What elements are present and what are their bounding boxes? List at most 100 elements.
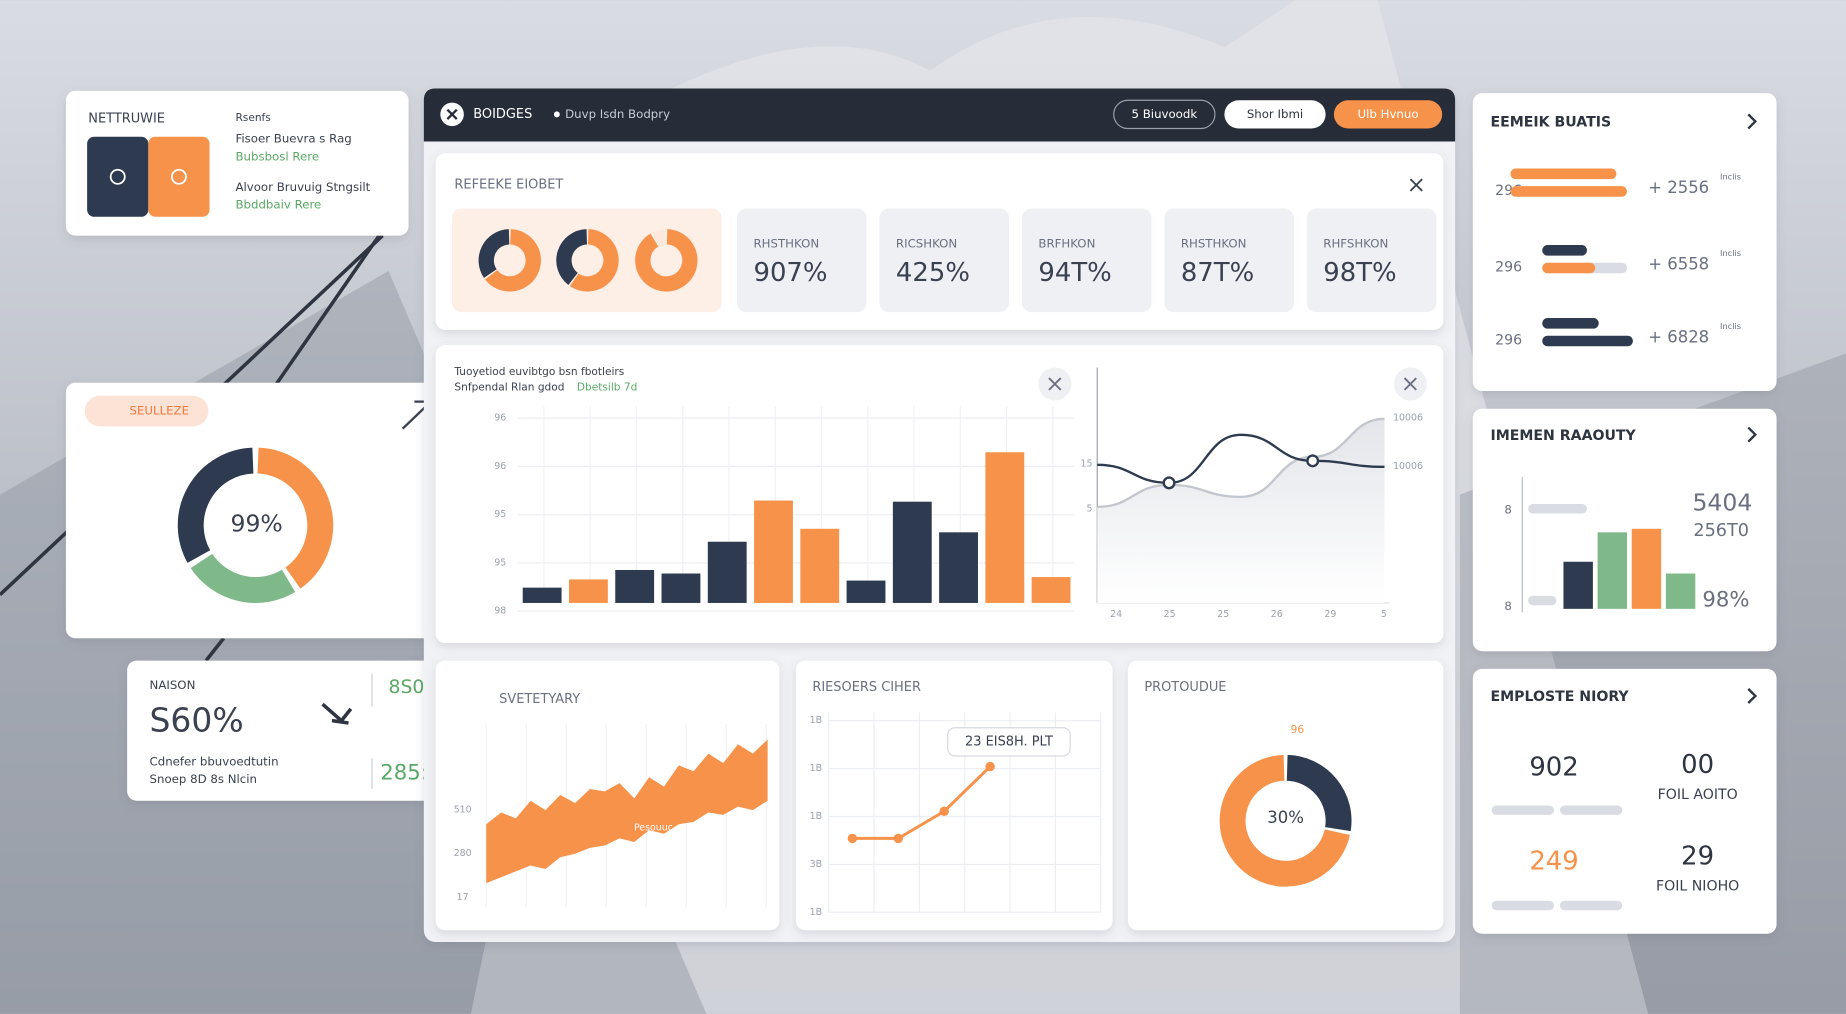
annotation-box	[947, 727, 1071, 757]
header-button[interactable]	[1113, 99, 1216, 130]
y-tick-label: 96	[494, 413, 506, 424]
button-label: 5 Biuvoodk	[1132, 107, 1198, 121]
line-marker	[1306, 454, 1320, 468]
metric-label: FOIL AOITO	[1658, 787, 1738, 803]
placeholder-bar	[1491, 805, 1555, 815]
row-value: + 6558	[1648, 255, 1709, 274]
x-tick-label: 26	[1271, 609, 1283, 620]
metric-value: 29	[1681, 842, 1714, 872]
bar	[800, 528, 840, 603]
donut-segment	[1219, 754, 1350, 887]
tile-value: 907%	[753, 258, 827, 288]
y-tick-label: 5	[1087, 503, 1093, 514]
gauge-value: 99%	[230, 510, 282, 538]
card	[65, 382, 455, 639]
card	[1472, 668, 1777, 934]
y-tick-label: 95	[494, 557, 506, 568]
y-tick-label: 1B	[810, 907, 822, 918]
donut-segment	[478, 229, 510, 278]
tile-value: 425%	[896, 258, 970, 288]
tile-label: RHSTHKON	[753, 236, 819, 250]
trend-marker	[893, 833, 903, 844]
card	[795, 660, 1113, 931]
row-unit: Inclis	[1720, 171, 1741, 181]
card	[1127, 660, 1444, 931]
metric-value: 249	[1529, 846, 1578, 876]
trend-marker	[847, 833, 858, 844]
stat-value: S60%	[150, 700, 244, 739]
y-tick-label: 15	[1081, 459, 1093, 470]
bar	[707, 541, 747, 603]
metric: 5404	[1692, 489, 1752, 517]
tile-value: 87T%	[1181, 258, 1254, 288]
y-tick-label: 98	[494, 606, 506, 617]
header-button[interactable]	[1333, 100, 1443, 129]
right-label: 10006	[1393, 413, 1423, 424]
tile-value: 94T%	[1038, 258, 1111, 288]
x-tick-label: 5	[1381, 609, 1387, 620]
metric-value: 00	[1681, 750, 1714, 780]
bar	[661, 573, 701, 603]
h-bar	[1510, 186, 1628, 197]
stat-tile	[1306, 208, 1437, 313]
card	[1472, 408, 1777, 652]
card-title: NETTRUWIE	[88, 112, 165, 127]
item-label: Fisoer Buevra s Rag	[235, 132, 351, 146]
donut-segment	[177, 447, 254, 563]
card-title: EMPLOSTE NIORY	[1490, 689, 1629, 705]
row-value: + 2556	[1648, 178, 1709, 197]
button-label: Shor Ibmi	[1247, 107, 1303, 121]
x-tick-label: 24	[1110, 609, 1122, 620]
stat-line: Cdnefer bbuvoedtutin	[150, 754, 279, 768]
y-tick-label: 1B	[810, 811, 822, 822]
item-status: Bubsbosl Rere	[235, 149, 319, 163]
icon	[109, 168, 126, 185]
chart-title: RIESOERS CIHER	[812, 680, 921, 695]
metric-value: 902	[1529, 752, 1578, 782]
metric-label: FOIL NIOHO	[1656, 879, 1739, 895]
item-status: Bbddbaiv Rere	[235, 198, 321, 212]
donut-segment	[257, 447, 334, 589]
bar	[1665, 573, 1696, 609]
chevron	[1747, 688, 1758, 704]
tile-value: 98T%	[1323, 258, 1396, 288]
annotation: 23 EIS8H. PLT	[965, 734, 1053, 749]
stat-tile	[736, 208, 867, 313]
row-value: + 6828	[1648, 328, 1709, 347]
header-button[interactable]	[1224, 100, 1326, 129]
y-tick-label: 1B	[810, 715, 822, 726]
y-tick-label: 510	[454, 805, 472, 816]
row-unit: Inclis	[1720, 248, 1741, 258]
chart-title: SVETETYARY	[499, 692, 580, 707]
chart-note: Dbetsilb 7d	[577, 382, 637, 394]
close-icon	[1409, 178, 1423, 192]
bar	[522, 587, 562, 603]
tile-label: BRFHKON	[1038, 236, 1095, 250]
axis-label: 8	[1504, 502, 1512, 516]
y-tick-label: 96	[494, 461, 506, 472]
trend-marker	[939, 806, 949, 817]
chart-title: Tuoyetiod euvibtgo bsn fbotleirs	[453, 366, 624, 378]
h-bar	[1542, 245, 1587, 256]
tile	[148, 136, 210, 217]
header-title: BOIDGES	[473, 107, 532, 122]
metric: 98%	[1702, 587, 1749, 612]
bar	[1631, 528, 1662, 609]
trend-marker	[985, 761, 995, 772]
bar	[1597, 532, 1628, 609]
chart-title: PROTOUDUE	[1144, 680, 1226, 695]
placeholder-bar	[1559, 805, 1623, 815]
line-series	[1097, 433, 1385, 485]
close-icon	[446, 108, 458, 120]
ring-value: 30%	[1267, 808, 1304, 827]
h-bar	[1542, 262, 1596, 274]
chevron	[1747, 426, 1758, 443]
donut-segment	[556, 229, 588, 286]
area-band	[486, 739, 768, 884]
tile-label: RHSTHKON	[1181, 236, 1247, 250]
donut-segment	[190, 553, 296, 603]
row-unit: Inclis	[1720, 321, 1741, 331]
close-icon	[1048, 377, 1062, 391]
card-title: IMEMEN RAAOUTY	[1490, 428, 1636, 444]
